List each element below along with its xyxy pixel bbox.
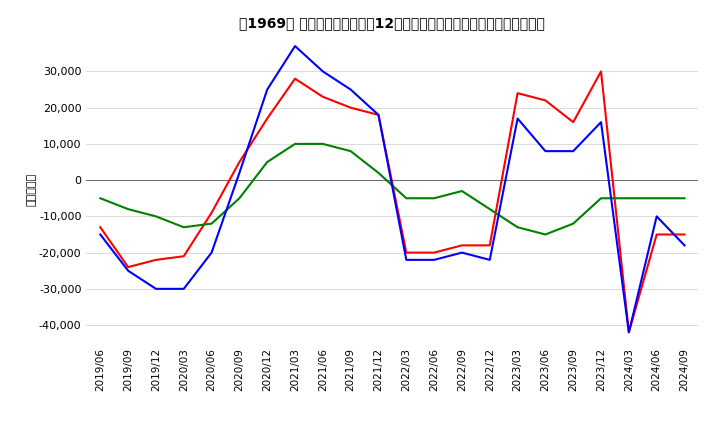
投資CF bbox=[458, 188, 467, 194]
投資CF bbox=[207, 221, 216, 226]
投資CF bbox=[485, 206, 494, 212]
フリーCF bbox=[346, 87, 355, 92]
フリーCF bbox=[485, 257, 494, 263]
営業CF bbox=[402, 250, 410, 255]
フリーCF bbox=[235, 170, 243, 176]
投資CF bbox=[402, 196, 410, 201]
営業CF bbox=[374, 112, 383, 117]
営業CF bbox=[513, 91, 522, 96]
営業CF bbox=[652, 232, 661, 237]
Y-axis label: （百万円）: （百万円） bbox=[26, 172, 36, 206]
営業CF bbox=[597, 69, 606, 74]
フリーCF bbox=[541, 149, 550, 154]
投資CF bbox=[513, 224, 522, 230]
営業CF bbox=[207, 210, 216, 216]
営業CF bbox=[569, 120, 577, 125]
フリーCF bbox=[402, 257, 410, 263]
フリーCF bbox=[179, 286, 188, 291]
Line: フリーCF: フリーCF bbox=[100, 46, 685, 332]
営業CF bbox=[318, 94, 327, 99]
投資CF bbox=[624, 196, 633, 201]
営業CF bbox=[346, 105, 355, 110]
フリーCF bbox=[96, 232, 104, 237]
フリーCF bbox=[124, 268, 132, 273]
フリーCF bbox=[569, 149, 577, 154]
投資CF bbox=[96, 196, 104, 201]
投資CF bbox=[374, 170, 383, 176]
フリーCF bbox=[374, 112, 383, 117]
営業CF bbox=[680, 232, 689, 237]
営業CF bbox=[263, 116, 271, 121]
営業CF bbox=[430, 250, 438, 255]
営業CF bbox=[485, 243, 494, 248]
営業CF bbox=[291, 76, 300, 81]
投資CF bbox=[346, 149, 355, 154]
投資CF bbox=[541, 232, 550, 237]
投資CF bbox=[318, 141, 327, 147]
営業CF bbox=[541, 98, 550, 103]
投資CF bbox=[430, 196, 438, 201]
営業CF bbox=[235, 159, 243, 165]
投資CF bbox=[124, 206, 132, 212]
フリーCF bbox=[207, 250, 216, 255]
投資CF bbox=[152, 214, 161, 219]
フリーCF bbox=[624, 330, 633, 335]
フリーCF bbox=[680, 243, 689, 248]
投資CF bbox=[680, 196, 689, 201]
営業CF bbox=[96, 224, 104, 230]
Line: 営業CF: 営業CF bbox=[100, 71, 685, 332]
フリーCF bbox=[430, 257, 438, 263]
投資CF bbox=[263, 159, 271, 165]
投資CF bbox=[597, 196, 606, 201]
投資CF bbox=[652, 196, 661, 201]
Title: 【1969】 キャッシュフローの12か月移動合計の対前年同期増減額の推移: 【1969】 キャッシュフローの12か月移動合計の対前年同期増減額の推移 bbox=[240, 16, 545, 30]
Line: 投資CF: 投資CF bbox=[100, 144, 685, 235]
フリーCF bbox=[291, 44, 300, 49]
フリーCF bbox=[652, 214, 661, 219]
投資CF bbox=[569, 221, 577, 226]
フリーCF bbox=[152, 286, 161, 291]
フリーCF bbox=[263, 87, 271, 92]
営業CF bbox=[624, 330, 633, 335]
投資CF bbox=[291, 141, 300, 147]
投資CF bbox=[179, 224, 188, 230]
営業CF bbox=[124, 264, 132, 270]
フリーCF bbox=[458, 250, 467, 255]
営業CF bbox=[458, 243, 467, 248]
営業CF bbox=[152, 257, 161, 263]
フリーCF bbox=[318, 69, 327, 74]
営業CF bbox=[179, 253, 188, 259]
フリーCF bbox=[597, 120, 606, 125]
フリーCF bbox=[513, 116, 522, 121]
投資CF bbox=[235, 196, 243, 201]
